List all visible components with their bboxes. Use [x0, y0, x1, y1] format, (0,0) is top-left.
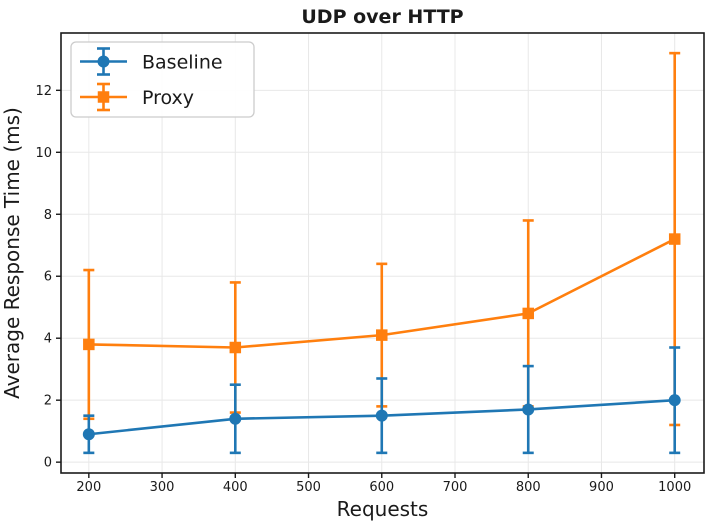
y-tick-label: 0: [44, 456, 52, 471]
legend: Baseline Proxy: [70, 41, 255, 118]
x-tick-label: 900: [589, 480, 614, 495]
plot-frame: [60, 32, 705, 474]
y-tick-label: 2: [44, 394, 52, 409]
proxy-marker-600: [376, 329, 388, 341]
x-tick-labels: 200 300 400 500 600 700 800 900 1000: [76, 480, 691, 495]
x-tick-label: 400: [223, 480, 248, 495]
legend-marker-proxy: [97, 91, 110, 103]
y-tick-label: 6: [44, 270, 52, 285]
y-tick-labels: 0 2 4 6 8 10 12: [35, 84, 52, 471]
baseline-marker-1000: [668, 394, 681, 407]
y-tick-label: 10: [35, 146, 52, 161]
legend-label-baseline: Baseline: [142, 52, 223, 74]
x-axis-label: Requests: [337, 497, 429, 521]
legend-label-proxy: Proxy: [142, 87, 194, 109]
x-tick-label: 800: [516, 480, 541, 495]
legend-glyphs: [80, 47, 127, 112]
series-baseline: [82, 346, 681, 455]
x-tick-label: 200: [76, 480, 101, 495]
proxy-marker-800: [522, 307, 534, 320]
y-tick-label: 4: [44, 332, 52, 347]
y-tick-label: 12: [35, 84, 52, 99]
baseline-marker-400: [229, 412, 242, 425]
x-tick-label: 1000: [658, 480, 691, 495]
x-tick-label: 300: [150, 480, 175, 495]
legend-glyph-proxy: [80, 82, 127, 112]
tick-marks: [56, 89, 676, 478]
x-tick-label: 600: [369, 480, 394, 495]
series-layer: [82, 51, 681, 455]
x-tick-label: 700: [443, 480, 468, 495]
proxy-marker-400: [229, 341, 242, 354]
y-tick-label: 8: [44, 208, 52, 223]
legend-marker-baseline: [97, 55, 110, 68]
y-axis-label: Average Response Time (ms): [0, 107, 24, 399]
baseline-marker-800: [522, 403, 535, 416]
chart-title: UDP over HTTP: [301, 6, 463, 28]
legend-glyph-baseline: [80, 47, 127, 76]
proxy-marker-200: [83, 338, 95, 351]
baseline-marker-200: [82, 428, 95, 441]
x-tick-label: 500: [296, 480, 321, 495]
baseline-marker-600: [375, 409, 388, 422]
proxy-marker-1000: [668, 233, 681, 245]
